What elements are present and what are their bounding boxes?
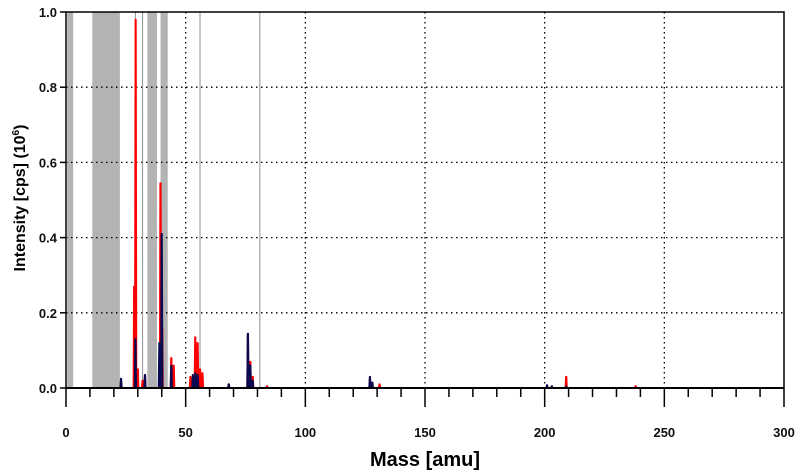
shaded-regions: [67, 12, 168, 388]
y-tick-label: 0.2: [39, 306, 57, 321]
y-tick-label: 0.4: [39, 231, 58, 246]
x-axis-title: Mass [amu]: [370, 449, 480, 470]
shaded-region: [147, 12, 157, 388]
x-tick-label: 100: [294, 425, 316, 440]
y-tick-label: 0.0: [39, 381, 57, 396]
y-axis-title-close: ): [12, 125, 29, 130]
x-tick-label: 0: [62, 425, 69, 440]
x-axis-ticks: 0 50 100 150 200 250 300: [62, 388, 795, 440]
x-tick-label: 200: [534, 425, 556, 440]
x-tick-label: 150: [414, 425, 436, 440]
y-axis-title-exponent: 6: [11, 129, 22, 135]
y-axis-ticks: 0.0 0.2 0.4 0.6 0.8 1.0: [39, 5, 66, 396]
shaded-region: [92, 12, 120, 388]
x-tick-label: 250: [653, 425, 675, 440]
shaded-region: [67, 12, 74, 388]
shaded-region: [160, 12, 168, 388]
y-tick-label: 1.0: [39, 5, 57, 20]
y-axis-title: Intensity [cps] (106): [11, 125, 29, 272]
x-tick-label: 50: [178, 425, 192, 440]
y-tick-label: 0.8: [39, 80, 57, 95]
grid-lines: [66, 12, 784, 388]
y-tick-label: 0.6: [39, 155, 57, 170]
x-tick-label: 300: [773, 425, 795, 440]
y-axis-title-main: Intensity [cps] (10: [12, 135, 29, 271]
